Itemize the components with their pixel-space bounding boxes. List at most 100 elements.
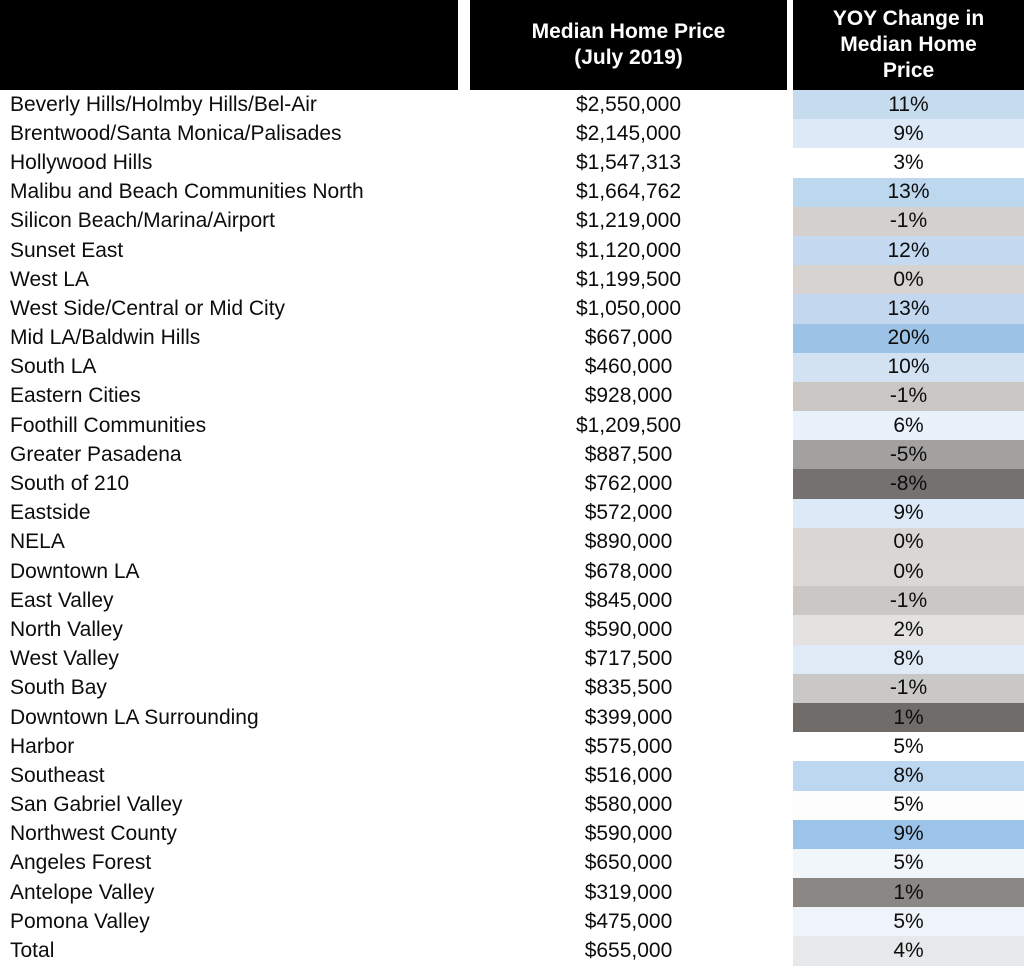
column-gap — [458, 527, 470, 557]
price-cell: $890,000 — [584, 530, 673, 554]
column-gap — [458, 907, 470, 937]
yoy-cell: 5% — [793, 732, 1024, 762]
price-cell: $1,199,500 — [575, 267, 682, 291]
price-cell: $319,000 — [584, 880, 673, 904]
column-gap — [458, 761, 470, 791]
region-cell: Northwest County — [10, 822, 177, 846]
column-gap — [787, 557, 793, 587]
table-row: San Gabriel Valley $580,000 5% — [0, 790, 1024, 820]
column-gap — [458, 323, 470, 353]
price-cell: $678,000 — [584, 559, 673, 583]
column-gap — [787, 469, 793, 499]
region-cell: Sunset East — [10, 238, 124, 262]
yoy-cell: 20% — [793, 323, 1024, 353]
region-cell: North Valley — [10, 617, 123, 641]
yoy-cell: -5% — [793, 440, 1024, 470]
price-cell: $2,145,000 — [575, 121, 682, 145]
column-gap — [787, 119, 793, 149]
price-cell: $762,000 — [584, 472, 673, 496]
price-cell: $1,050,000 — [575, 296, 682, 320]
region-cell: East Valley — [10, 588, 114, 612]
table-row: Downtown LA Surrounding $399,000 1% — [0, 702, 1024, 733]
table-row: Angeles Forest $650,000 5% — [0, 848, 1024, 879]
column-gap — [458, 498, 470, 528]
table-row: NELA $890,000 0% — [0, 527, 1024, 557]
price-cell: $1,664,762 — [575, 180, 682, 204]
column-gap — [458, 235, 470, 266]
column-gap — [458, 469, 470, 499]
column-gap — [458, 90, 470, 120]
column-gap — [787, 148, 793, 178]
price-cell: $575,000 — [584, 734, 673, 758]
yoy-cell: 5% — [793, 848, 1024, 879]
table-row: West LA $1,199,500 0% — [0, 265, 1024, 295]
column-gap — [458, 936, 470, 966]
table-row: Pomona Valley $475,000 5% — [0, 907, 1024, 937]
price-cell: $580,000 — [584, 793, 673, 817]
region-cell: Silicon Beach/Marina/Airport — [10, 209, 275, 233]
yoy-cell: 9% — [793, 119, 1024, 149]
column-gap — [458, 790, 470, 820]
column-gap — [787, 907, 793, 937]
yoy-cell: 9% — [793, 498, 1024, 528]
column-gap — [787, 673, 793, 703]
price-cell: $650,000 — [584, 851, 673, 875]
column-gap — [787, 265, 793, 295]
region-cell: Foothill Communities — [10, 413, 207, 437]
column-gap — [458, 848, 470, 879]
price-cell: $399,000 — [584, 705, 673, 729]
yoy-cell: 5% — [793, 907, 1024, 937]
table-row: Mid LA/Baldwin Hills $667,000 20% — [0, 323, 1024, 353]
column-gap — [458, 819, 470, 849]
column-gap — [458, 586, 470, 616]
region-cell: Eastside — [10, 501, 91, 525]
region-cell: Downtown LA Surrounding — [10, 705, 259, 729]
region-cell: Angeles Forest — [10, 851, 152, 875]
column-gap — [787, 498, 793, 528]
price-cell: $667,000 — [584, 326, 673, 350]
column-gap — [458, 732, 470, 762]
column-gap — [458, 440, 470, 470]
column-gap — [787, 878, 793, 908]
price-cell: $1,120,000 — [575, 238, 682, 262]
region-cell: Malibu and Beach Communities North — [10, 180, 364, 204]
column-gap — [458, 352, 470, 382]
table-row: Greater Pasadena $887,500 -5% — [0, 440, 1024, 470]
column-gap — [787, 411, 793, 441]
price-cell: $516,000 — [584, 763, 673, 787]
price-cell: $717,500 — [584, 647, 673, 671]
column-gap — [787, 586, 793, 616]
region-cell: South LA — [10, 355, 97, 379]
table-row: Eastside $572,000 9% — [0, 498, 1024, 528]
column-gap — [787, 936, 793, 966]
yoy-cell: -1% — [793, 673, 1024, 703]
column-gap — [787, 0, 793, 90]
price-cell: $460,000 — [584, 355, 673, 379]
table-row: Hollywood Hills $1,547,313 3% — [0, 148, 1024, 178]
column-gap — [787, 732, 793, 762]
yoy-cell: 1% — [793, 878, 1024, 908]
table-row: Harbor $575,000 5% — [0, 732, 1024, 762]
price-cell: $655,000 — [584, 939, 673, 963]
column-gap — [787, 381, 793, 412]
yoy-cell: 5% — [793, 790, 1024, 820]
column-gap — [458, 294, 470, 324]
table-row: Southeast $516,000 8% — [0, 761, 1024, 791]
table-row: Beverly Hills/Holmby Hills/Bel-Air $2,550… — [0, 90, 1024, 120]
yoy-cell: 8% — [793, 644, 1024, 674]
region-column-header — [0, 0, 458, 90]
region-cell: Total — [10, 939, 55, 963]
column-gap — [787, 323, 793, 353]
yoy-cell: 12% — [793, 235, 1024, 266]
table-row: Downtown LA $678,000 0% — [0, 557, 1024, 587]
region-cell: Eastern Cities — [10, 384, 141, 408]
region-cell: Mid LA/Baldwin Hills — [10, 326, 201, 350]
region-cell: Antelope Valley — [10, 880, 155, 904]
region-cell: West Side/Central or Mid City — [10, 296, 286, 320]
price-cell: $835,500 — [584, 676, 673, 700]
yoy-cell: 9% — [793, 819, 1024, 849]
yoy-cell: -1% — [793, 586, 1024, 616]
region-cell: Southeast — [10, 763, 105, 787]
yoy-cell: 0% — [793, 557, 1024, 587]
